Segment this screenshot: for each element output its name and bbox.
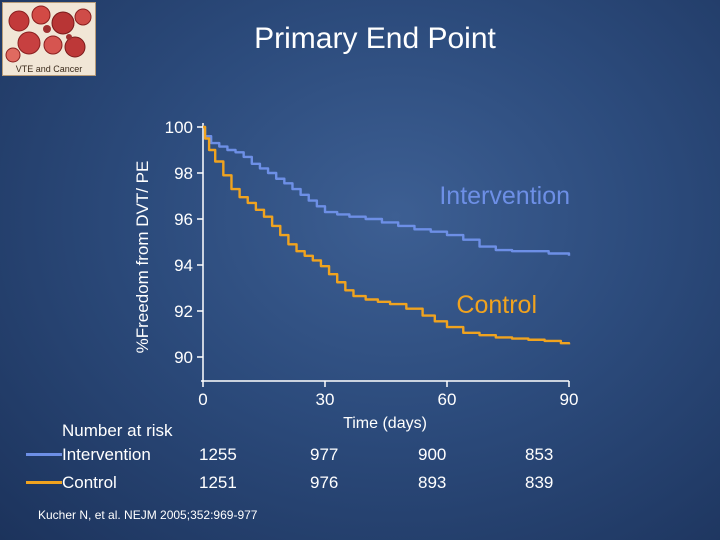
y-tick-label: 92 — [174, 302, 193, 321]
x-axis-label: Time (days) — [343, 415, 427, 432]
x-tick-label: 30 — [316, 390, 335, 409]
logo: VTE and Cancer — [2, 2, 96, 76]
risk-value: 839 — [525, 473, 554, 492]
risk-value: 853 — [525, 445, 554, 464]
y-tick-label: 94 — [174, 256, 193, 275]
risk-value: 1255 — [199, 445, 237, 464]
y-tick-label: 98 — [174, 164, 193, 183]
y-tick-label: 96 — [174, 210, 193, 229]
risk-value: 977 — [310, 445, 339, 464]
control-swatch — [26, 481, 62, 484]
risk-table-header: Number at risk — [62, 421, 173, 440]
y-tick-label: 90 — [174, 348, 193, 367]
slide-title: Primary End Point — [254, 22, 496, 55]
series-label-intervention: Intervention — [439, 182, 570, 210]
x-tick-label: 0 — [198, 390, 207, 409]
series-label-control: Control — [456, 291, 537, 319]
risk-value: 900 — [418, 445, 447, 464]
risk-row-label-intervention: Intervention — [62, 445, 151, 464]
risk-value: 976 — [310, 473, 339, 492]
series-line-intervention — [203, 125, 571, 256]
y-tick-label: 100 — [165, 118, 193, 137]
x-tick-label: 60 — [438, 390, 457, 409]
series-line-control — [203, 125, 571, 345]
logo-caption: VTE and Cancer — [15, 64, 83, 74]
blood-cells-logo-icon — [5, 5, 92, 63]
intervention-swatch — [26, 453, 62, 456]
risk-value: 1251 — [199, 473, 237, 492]
citation: Kucher N, et al. NEJM 2005;352:969-977 — [38, 508, 258, 522]
risk-value: 893 — [418, 473, 447, 492]
risk-row-label-control: Control — [62, 473, 117, 492]
x-tick-label: 90 — [560, 390, 579, 409]
